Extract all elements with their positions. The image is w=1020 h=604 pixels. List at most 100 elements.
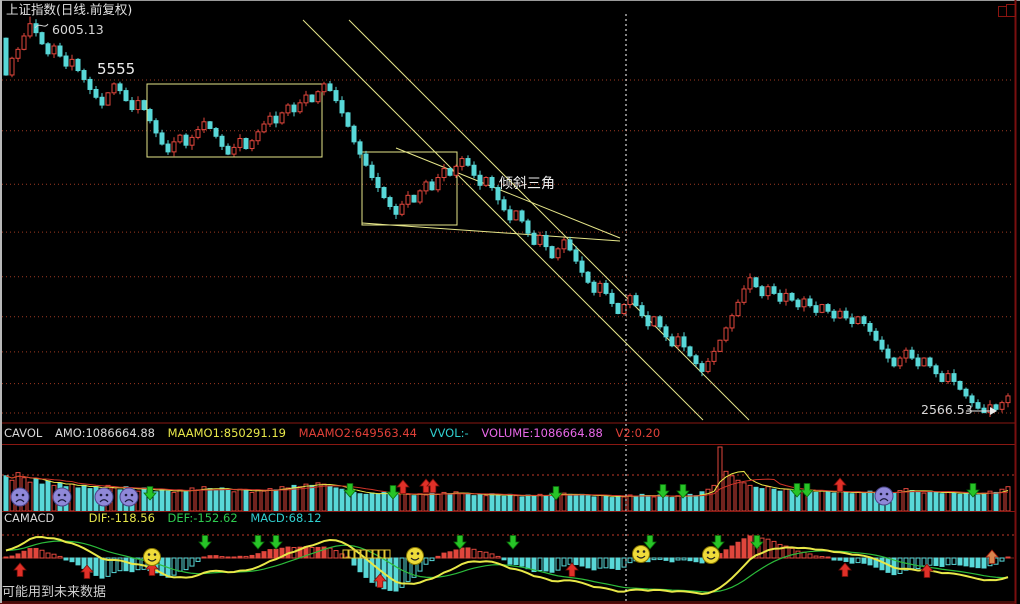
candle-body xyxy=(345,112,351,127)
macd-bar-down xyxy=(117,557,123,572)
candle-body xyxy=(249,140,255,150)
sad-eye xyxy=(130,493,134,497)
candle-body xyxy=(783,292,789,302)
volume-bar xyxy=(1005,486,1011,512)
macd-bar-up xyxy=(489,553,495,559)
volume-bar xyxy=(687,493,693,512)
sell-down-arrow-icon xyxy=(711,535,725,550)
candle-body xyxy=(447,168,453,176)
volume-bar xyxy=(621,496,627,512)
macd-indicator-name: CAMACD xyxy=(4,511,55,525)
trendline xyxy=(395,147,621,239)
macd-highlight-box xyxy=(360,549,367,559)
macd-bar-down xyxy=(579,557,585,567)
sad-mouth xyxy=(124,499,134,503)
candle-body xyxy=(489,177,495,189)
candle-body xyxy=(849,317,855,324)
sad-eye xyxy=(879,492,883,496)
window-left-border xyxy=(0,0,2,604)
macd-bar-down xyxy=(123,557,129,572)
volume-bar xyxy=(783,488,789,512)
candle-body xyxy=(519,210,525,222)
volume-bar xyxy=(645,495,651,512)
volume-bar xyxy=(987,490,993,512)
candle-body xyxy=(585,271,591,283)
macd-bar-down xyxy=(393,557,399,592)
macd-bar-up xyxy=(267,549,273,559)
macd-bar-down xyxy=(609,557,615,569)
candle-body xyxy=(513,210,519,221)
candle-body xyxy=(327,83,333,92)
macd-bar-down xyxy=(675,557,681,561)
volume-bar xyxy=(45,480,51,512)
volume-bar xyxy=(915,491,921,512)
volume-bar xyxy=(639,493,645,512)
macd-bar-down xyxy=(171,557,177,576)
volume-bar xyxy=(219,487,225,512)
sad-mouth xyxy=(99,499,109,503)
volume-bar xyxy=(471,495,477,512)
volume-bar xyxy=(975,494,981,512)
buy-up-arrow-icon xyxy=(838,562,852,577)
dif-value: DIF:-118.56 xyxy=(88,511,155,525)
volume-bar xyxy=(993,491,999,512)
smiley-eye xyxy=(153,553,157,556)
macd-bar-down xyxy=(867,557,873,566)
macd-bar-down xyxy=(909,557,915,570)
smiley-eye xyxy=(636,550,640,553)
volume-bar xyxy=(399,492,405,512)
smiley-mouth xyxy=(636,555,646,559)
restore-window-icon[interactable] xyxy=(997,3,1017,17)
sad-eye xyxy=(105,493,109,497)
drawn-box xyxy=(146,83,323,158)
volume-bar xyxy=(87,488,93,512)
volume-bar xyxy=(777,490,783,512)
macd-highlight-box xyxy=(384,549,391,559)
candle-body xyxy=(651,316,657,327)
candle-body xyxy=(927,357,933,367)
macd-bar-up xyxy=(735,541,741,559)
macd-bar-up xyxy=(327,547,333,559)
volume-bar xyxy=(333,487,339,512)
volume-bar xyxy=(657,494,663,512)
macd-bar-down xyxy=(531,557,537,573)
sell-down-arrow-icon xyxy=(506,535,520,550)
macd-bar-up xyxy=(435,555,441,559)
volume-bar xyxy=(843,491,849,512)
macd-bar-down xyxy=(525,557,531,570)
candle-body xyxy=(897,357,903,367)
volume-bar xyxy=(141,487,147,512)
candle-body xyxy=(1005,395,1011,404)
candle-body xyxy=(159,132,165,145)
volume-bar xyxy=(459,492,465,512)
macd-bar-up xyxy=(807,553,813,559)
candle-body xyxy=(801,298,807,308)
macd-bar-down xyxy=(669,557,675,563)
macd-bar-up xyxy=(315,546,321,559)
candle-body xyxy=(855,316,861,324)
volume-bar xyxy=(981,492,987,512)
volume-bar xyxy=(921,492,927,512)
candle-body xyxy=(945,373,951,382)
volume-bar xyxy=(429,492,435,512)
sell-down-arrow-icon xyxy=(198,535,212,550)
candle-body xyxy=(147,109,153,122)
candle-body xyxy=(333,90,339,102)
candle-body xyxy=(531,232,537,245)
candle-body xyxy=(567,239,573,251)
sell-down-arrow-icon xyxy=(966,483,980,498)
candle-body xyxy=(99,96,105,106)
maamo2-value: MAAMO2:649563.44 xyxy=(298,426,417,440)
candle-body xyxy=(921,357,927,367)
candle-body xyxy=(963,388,969,397)
candle-body xyxy=(735,301,741,317)
candle-body xyxy=(435,177,441,191)
candle-body xyxy=(9,57,15,76)
macd-bar-up xyxy=(441,552,447,559)
volume-bar xyxy=(519,496,525,512)
volume-bar xyxy=(561,492,567,512)
volume-bar xyxy=(237,488,243,512)
volume-bar xyxy=(261,490,267,512)
candle-body xyxy=(789,292,795,301)
